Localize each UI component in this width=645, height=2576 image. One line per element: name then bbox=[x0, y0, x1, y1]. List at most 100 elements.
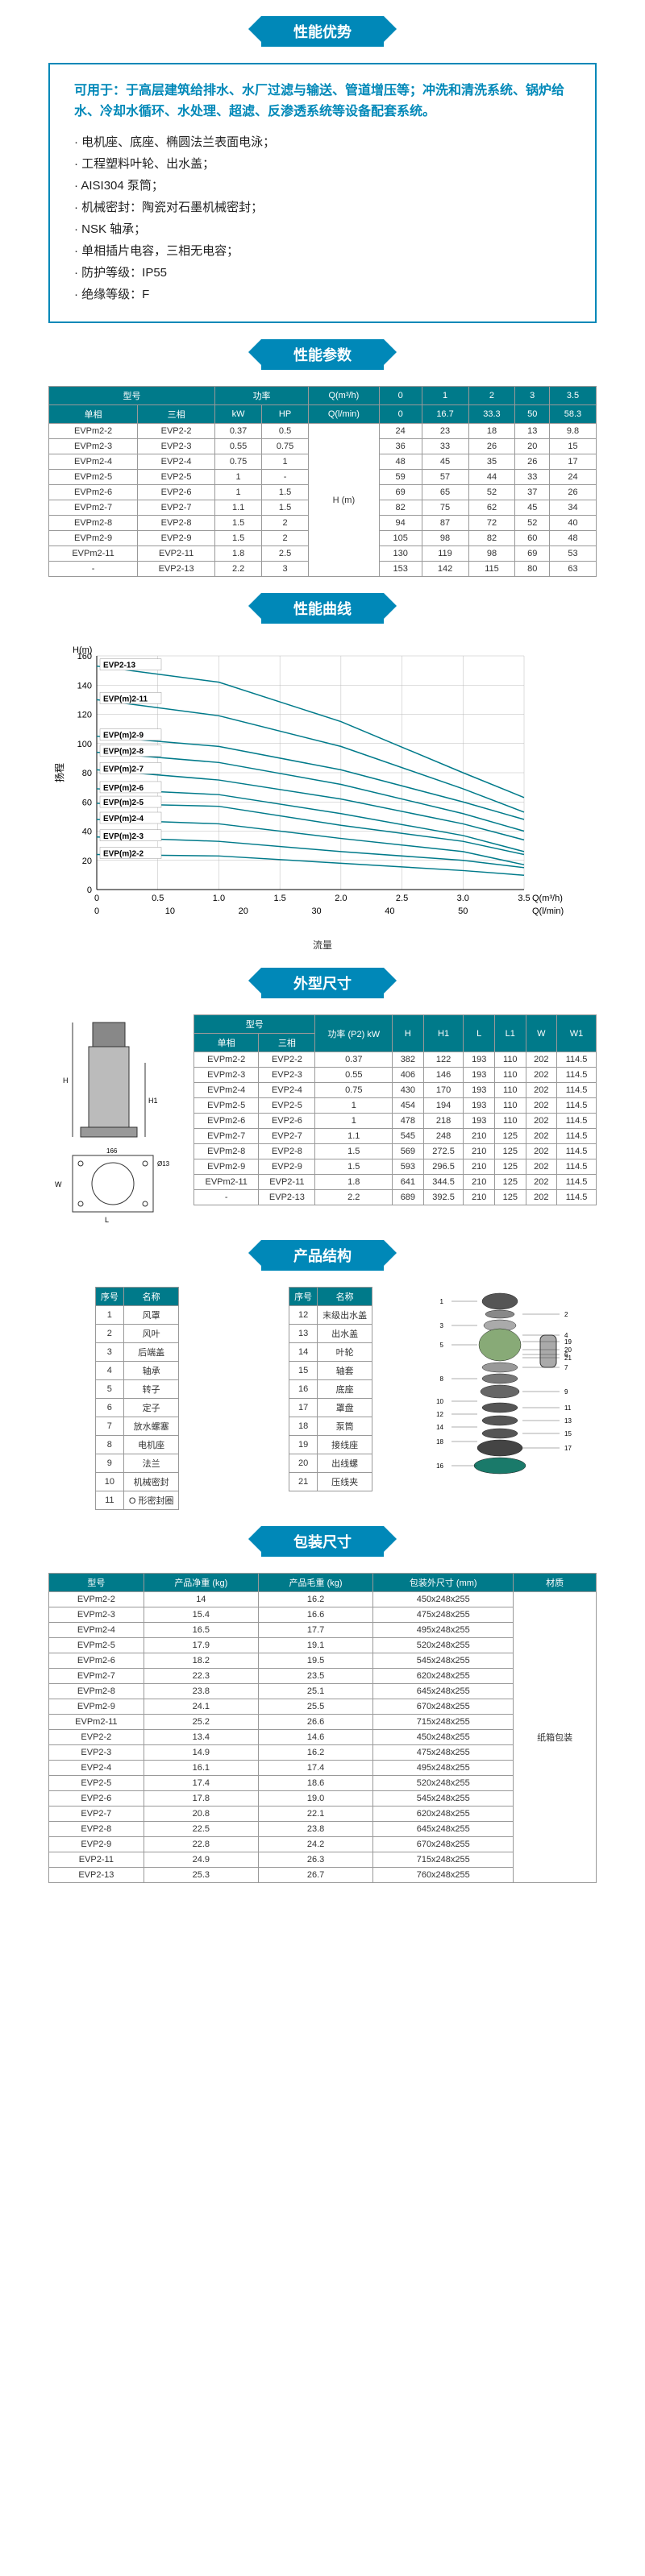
advantage-item: 工程塑料叶轮、出水盖； bbox=[74, 153, 571, 175]
svg-text:H(m): H(m) bbox=[73, 645, 92, 655]
struct-row: 6定子 bbox=[95, 1399, 179, 1417]
section-header-packaging: 包装尺寸 bbox=[261, 1526, 384, 1557]
svg-text:20: 20 bbox=[82, 857, 92, 866]
svg-text:EVP(m)2-2: EVP(m)2-2 bbox=[103, 850, 144, 859]
svg-text:1.5: 1.5 bbox=[273, 894, 285, 903]
struct-row: 20出线螺 bbox=[289, 1454, 372, 1473]
svg-text:EVP(m)2-3: EVP(m)2-3 bbox=[103, 832, 144, 841]
section-header-params: 性能参数 bbox=[261, 339, 384, 370]
section-header-structure: 产品结构 bbox=[261, 1240, 384, 1271]
svg-text:2.0: 2.0 bbox=[335, 894, 347, 903]
svg-text:15: 15 bbox=[564, 1430, 572, 1437]
svg-text:10: 10 bbox=[436, 1398, 443, 1405]
advantages-box: 可用于：于高层建筑给排水、水厂过滤与输送、管道增压等；冲洗和清洗系统、锅炉给水、… bbox=[48, 63, 597, 323]
advantage-item: 电机座、底座、椭圆法兰表面电泳； bbox=[74, 131, 571, 153]
svg-text:1.0: 1.0 bbox=[213, 894, 225, 903]
struct-row: 16底座 bbox=[289, 1380, 372, 1399]
svg-text:Q(l/min): Q(l/min) bbox=[532, 906, 564, 916]
dim-row: EVPm2-5EVP2-51454194193110202114.5 bbox=[194, 1098, 597, 1114]
section-header-curve: 性能曲线 bbox=[261, 593, 384, 624]
svg-text:EVP(m)2-5: EVP(m)2-5 bbox=[103, 799, 144, 807]
struct-row: 14叶轮 bbox=[289, 1343, 372, 1362]
dimension-table: 型号功率 (P2) kWHH1LL1WW1单相三相EVPm2-2EVP2-20.… bbox=[194, 1014, 597, 1205]
advantages-intro: 可用于：于高层建筑给排水、水厂过滤与输送、管道增压等；冲洗和清洗系统、锅炉给水、… bbox=[74, 81, 571, 122]
section-header-advantages: 性能优势 bbox=[261, 16, 384, 47]
advantage-item: AISI304 泵筒； bbox=[74, 175, 571, 197]
svg-text:20: 20 bbox=[564, 1346, 572, 1354]
performance-table: 型号功率Q(m³/h)01233.5单相三相kWHPQ(l/min)016.73… bbox=[48, 386, 597, 577]
dim-row: -EVP2-132.2689392.5210125202114.5 bbox=[194, 1190, 597, 1205]
struct-row: 10机械密封 bbox=[95, 1473, 179, 1491]
svg-text:30: 30 bbox=[311, 906, 321, 916]
struct-row: 5转子 bbox=[95, 1380, 179, 1399]
struct-row: 21压线夹 bbox=[289, 1473, 372, 1491]
svg-text:21: 21 bbox=[564, 1354, 572, 1362]
advantages-list: 电机座、底座、椭圆法兰表面电泳；工程塑料叶轮、出水盖；AISI304 泵筒；机械… bbox=[74, 131, 571, 305]
structure-table-right: 序号名称12末级出水盖13出水盖14叶轮15轴套16底座17罩盘18泵筒19接线… bbox=[289, 1287, 372, 1491]
svg-text:140: 140 bbox=[77, 681, 92, 691]
svg-text:EVP(m)2-6: EVP(m)2-6 bbox=[103, 784, 144, 793]
svg-text:100: 100 bbox=[77, 740, 92, 749]
struct-row: 3后端盖 bbox=[95, 1343, 179, 1362]
svg-text:0: 0 bbox=[87, 886, 92, 895]
svg-text:10: 10 bbox=[165, 906, 175, 916]
svg-text:80: 80 bbox=[82, 769, 92, 778]
struct-row: 2风叶 bbox=[95, 1325, 179, 1343]
advantage-item: NSK 轴承； bbox=[74, 218, 571, 240]
perf-row: EVPm2-2EVP2-20.370.5H (m)242318139.8 bbox=[49, 424, 597, 439]
advantage-item: 防护等级：IP55 bbox=[74, 262, 571, 284]
advantage-item: 绝缘等级：F bbox=[74, 284, 571, 305]
svg-text:EVP(m)2-9: EVP(m)2-9 bbox=[103, 732, 144, 740]
struct-row: 19接线座 bbox=[289, 1436, 372, 1454]
packaging-table: 型号产品净重 (kg)产品毛重 (kg)包装外尺寸 (mm)材质EVPm2-21… bbox=[48, 1573, 597, 1883]
svg-text:18: 18 bbox=[436, 1438, 443, 1446]
svg-text:EVP(m)2-4: EVP(m)2-4 bbox=[103, 815, 144, 823]
svg-text:EVP2-13: EVP2-13 bbox=[103, 662, 135, 670]
svg-text:19: 19 bbox=[564, 1338, 572, 1346]
struct-row: 17罩盘 bbox=[289, 1399, 372, 1417]
svg-text:EVP(m)2-7: EVP(m)2-7 bbox=[103, 765, 144, 774]
svg-text:166: 166 bbox=[106, 1147, 118, 1155]
svg-text:3: 3 bbox=[440, 1322, 444, 1329]
dim-row: EVPm2-7EVP2-71.1545248210125202114.5 bbox=[194, 1129, 597, 1144]
structure-diagram: 123456192021789101112131415181716 bbox=[435, 1287, 597, 1488]
svg-text:0: 0 bbox=[94, 906, 99, 916]
svg-text:9: 9 bbox=[564, 1388, 568, 1396]
svg-text:12: 12 bbox=[436, 1411, 443, 1418]
svg-text:17: 17 bbox=[564, 1445, 572, 1452]
svg-text:60: 60 bbox=[82, 798, 92, 807]
dim-row: EVPm2-6EVP2-61478218193110202114.5 bbox=[194, 1114, 597, 1129]
struct-row: 4轴承 bbox=[95, 1362, 179, 1380]
advantage-item: 单相插片电容，三相无电容； bbox=[74, 240, 571, 262]
svg-text:7: 7 bbox=[564, 1364, 568, 1371]
svg-text:40: 40 bbox=[82, 828, 92, 837]
svg-text:H1: H1 bbox=[148, 1097, 158, 1105]
struct-row: 12末级出水盖 bbox=[289, 1306, 372, 1325]
svg-text:16: 16 bbox=[436, 1462, 443, 1470]
svg-text:3.0: 3.0 bbox=[457, 894, 469, 903]
dim-row: EVPm2-8EVP2-81.5569272.5210125202114.5 bbox=[194, 1144, 597, 1159]
struct-row: 13出水盖 bbox=[289, 1325, 372, 1343]
svg-text:扬程: 扬程 bbox=[53, 763, 65, 782]
svg-text:120: 120 bbox=[77, 711, 92, 720]
section-header-dimensions: 外型尺寸 bbox=[261, 968, 384, 998]
struct-row: 8电机座 bbox=[95, 1436, 179, 1454]
svg-text:11: 11 bbox=[564, 1404, 572, 1412]
svg-text:Ø13: Ø13 bbox=[157, 1160, 170, 1168]
performance-curve-chart: 02040608010012014016000.51.01.52.02.53.0… bbox=[48, 640, 597, 930]
svg-text:W: W bbox=[55, 1180, 62, 1188]
svg-text:2: 2 bbox=[564, 1311, 568, 1318]
svg-text:8: 8 bbox=[440, 1375, 444, 1383]
struct-row: 18泵筒 bbox=[289, 1417, 372, 1436]
struct-row: 1风罩 bbox=[95, 1306, 179, 1325]
svg-text:3.5: 3.5 bbox=[518, 894, 530, 903]
svg-text:1: 1 bbox=[440, 1298, 444, 1305]
curve-xlabel: 流量 bbox=[0, 938, 645, 952]
svg-text:5: 5 bbox=[440, 1342, 444, 1349]
pack-row: EVPm2-21416.2450x248x255纸箱包装 bbox=[49, 1592, 597, 1607]
dim-row: EVPm2-9EVP2-91.5593296.5210125202114.5 bbox=[194, 1159, 597, 1175]
svg-text:H: H bbox=[63, 1076, 69, 1085]
struct-row: 11O 形密封圈 bbox=[95, 1491, 179, 1510]
svg-text:2.5: 2.5 bbox=[396, 894, 408, 903]
svg-text:EVP(m)2-11: EVP(m)2-11 bbox=[103, 695, 148, 704]
